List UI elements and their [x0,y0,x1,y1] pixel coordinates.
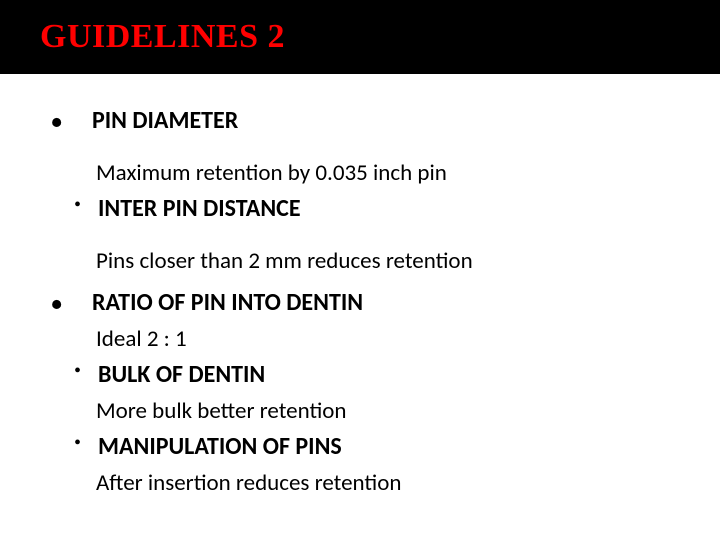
body-ideal-ratio: Ideal 2 : 1 [96,324,187,354]
heading-inter-pin: INTER PIN DISTANCE [98,192,301,226]
body-row-2: Pins closer than 2 mm reduces retention [50,246,670,276]
body-max-retention: Maximum retention by 0.035 inch pin [96,158,447,188]
body-row-4: More bulk better retention [50,396,670,426]
body-after-insertion: After insertion reduces retention [96,468,401,498]
body-more-bulk: More bulk better retention [96,396,347,426]
bullet-row-2: • INTER PIN DISTANCE [50,192,670,226]
body-row-1: Maximum retention by 0.035 inch pin [50,158,670,188]
bullet-row-4: • BULK OF DENTIN [50,358,670,392]
bullet-icon: • [74,358,88,384]
body-pins-closer: Pins closer than 2 mm reduces retention [96,246,473,276]
bullet-icon: • [50,112,68,134]
bullet-row-3: • RATIO OF PIN INTO DENTIN [50,286,670,320]
bullet-row-1: • PIN DIAMETER [50,104,670,138]
bullet-icon: • [74,430,88,456]
bullet-row-5: • MANIPULATION OF PINS [50,430,670,464]
title-bar: GUIDELINES 2 [0,0,720,74]
body-row-3: Ideal 2 : 1 [50,324,670,354]
content-area: • PIN DIAMETER Maximum retention by 0.03… [0,74,720,498]
heading-pin-diameter: PIN DIAMETER [92,104,238,138]
heading-manipulation: MANIPULATION OF PINS [98,430,342,464]
body-row-5: After insertion reduces retention [50,468,670,498]
slide-title: GUIDELINES 2 [40,18,720,56]
heading-ratio-dentin: RATIO OF PIN INTO DENTIN [92,286,363,320]
bullet-icon: • [50,294,68,316]
bullet-icon: • [74,192,88,218]
heading-bulk-dentin: BULK OF DENTIN [98,358,265,392]
